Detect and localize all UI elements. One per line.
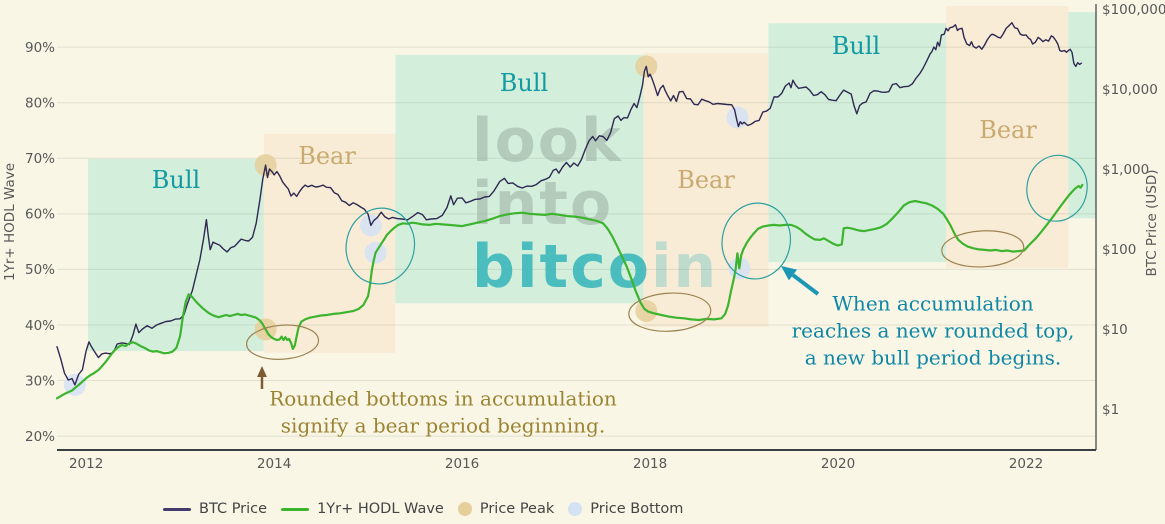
watermark-word: look <box>472 106 623 176</box>
x-tick-label: 2022 <box>1009 456 1043 472</box>
bear-annotation-line: Rounded bottoms in accumulation <box>269 386 617 410</box>
y-left-tick-label: 20% <box>25 429 55 445</box>
rounded-bottom-oval <box>628 292 712 332</box>
annotation-ovals <box>246 154 1088 360</box>
legend-item-price-peak[interactable]: Price Peak <box>457 501 555 517</box>
bull-annotation-arrow <box>791 273 820 296</box>
btc-price-line <box>56 22 1083 386</box>
bull-label: Bull <box>152 166 200 194</box>
bull-bear-regions <box>88 5 1096 353</box>
x-tick-label: 2014 <box>257 456 291 472</box>
text-annotations: Rounded bottoms in accumulation signify a… <box>269 291 1074 437</box>
bull-annotation-line: When accumulation <box>832 291 1033 315</box>
y-left-tick-label: 90% <box>25 40 55 56</box>
legend-item-hodl-wave[interactable]: 1Yr+ HODL Wave <box>281 501 444 517</box>
y-left-axis-title: 1Yr+ HODL Wave <box>2 163 18 281</box>
y-left-tick-label: 40% <box>25 318 55 334</box>
y-right-tick-label: $100 <box>1102 242 1136 258</box>
annotation-arrows <box>257 266 820 389</box>
bull-label: Bull <box>500 69 548 97</box>
bull-annotation-line: a new bull period begins. <box>805 345 1061 369</box>
x-tick-label: 2012 <box>69 456 103 472</box>
rounded-top-oval <box>345 207 416 285</box>
price-peak-dot-swatch <box>457 502 472 516</box>
legend-label: Price Peak <box>479 501 555 517</box>
legend-item-price-bottom[interactable]: Price Bottom <box>568 501 683 517</box>
watermark-word: into <box>472 169 613 239</box>
rounded-bottom-oval <box>941 230 1025 268</box>
rounded-top-oval <box>1026 154 1088 222</box>
bear-annotation-line: signify a bear period beginning. <box>281 413 605 437</box>
bear-label: Bear <box>979 116 1037 144</box>
series-lines <box>55 22 1084 400</box>
price-bottom-dot-swatch <box>568 502 583 516</box>
gridlines <box>57 46 1096 437</box>
bull-region <box>395 54 648 304</box>
y-left-tick-label: 80% <box>25 95 55 111</box>
axes: 2012 2014 2016 2018 2020 2022 20% 30% 40% 50% 60% 7… <box>2 2 1165 472</box>
y-left-tick-label: 50% <box>25 262 55 278</box>
bull-label: Bull <box>832 32 880 60</box>
bull-annotation-line: reaches a new rounded top, <box>792 318 1075 342</box>
y-left-tick-label: 60% <box>25 207 55 223</box>
y-right-tick-label: $1,000 <box>1102 162 1149 178</box>
bull-region <box>1068 12 1096 219</box>
x-tick-label: 2016 <box>445 456 479 472</box>
legend-label: 1Yr+ HODL Wave <box>317 501 444 517</box>
y-right-axis-title: BTC Price (USD) <box>1144 169 1160 276</box>
y-right-tick-label: $1 <box>1102 402 1119 418</box>
legend-label: Price Bottom <box>590 501 684 517</box>
legend-label: BTC Price <box>199 501 268 517</box>
bear-label: Bear <box>677 166 735 194</box>
bull-region <box>768 23 947 263</box>
y-right-tick-label: $100,000 <box>1102 2 1165 18</box>
bear-label: Bear <box>298 142 356 170</box>
legend: BTC Price 1Yr+ HODL Wave Price Peak Pric… <box>163 501 683 517</box>
legend-item-btc-price[interactable]: BTC Price <box>163 501 267 517</box>
rounded-bottom-oval <box>246 324 320 360</box>
x-tick-label: 2020 <box>821 456 855 472</box>
region-labels: Bull Bear Bull Bear Bull Bear <box>152 32 1038 194</box>
y-right-tick-label: $10 <box>1102 322 1128 338</box>
hodl-wave-line <box>55 183 1084 400</box>
bear-region <box>643 53 769 328</box>
y-right-tick-label: $10,000 <box>1102 82 1158 98</box>
y-left-tick-label: 30% <box>25 373 55 389</box>
y-left-tick-label: 70% <box>25 151 55 167</box>
x-tick-label: 2018 <box>633 456 667 472</box>
hodl-wave-line-swatch <box>281 507 310 511</box>
bull-annotation-arrow-head <box>781 266 798 281</box>
watermark-brand: bitcoin <box>472 232 718 302</box>
rounded-top-oval <box>721 202 792 280</box>
bear-annotation-arrow-head <box>257 366 267 377</box>
btc-price-line-swatch <box>163 507 191 511</box>
